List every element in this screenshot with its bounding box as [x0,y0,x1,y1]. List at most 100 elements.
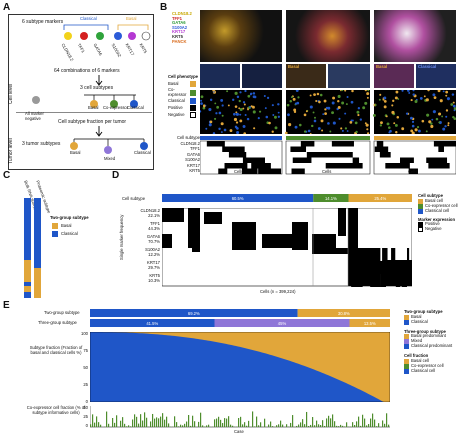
cell-dot [338,117,341,120]
heat-cell [376,141,384,147]
cell-dot [325,106,329,110]
cell-dot [316,92,320,96]
cell-dot [236,95,240,99]
positive-block [380,274,385,287]
coexpressor-bar [242,424,244,427]
cell-dot [383,99,387,103]
marker-frequency-label: S100A2 12.2% [145,247,160,257]
coexpressor-bar [130,426,132,427]
legend-swatch [418,203,423,209]
heat-cell [433,141,456,147]
marker-label: S100A2 [172,24,188,30]
cell-dot [220,98,224,102]
subtype-strip [374,136,456,140]
cell-dot [200,102,203,105]
legend-label: Basal [61,222,72,228]
cell-dot [252,110,256,114]
coexpressor-bar [296,425,298,427]
cell-dot [323,99,327,103]
panel-d-legend: Cell subtype Basal cell Co-expressor cel… [418,193,472,233]
cell-dot [392,99,395,102]
coexpressor-bar [326,418,328,427]
cell-dot [408,91,411,94]
cell-dot [385,115,388,118]
cell-dot [309,94,312,97]
cell-dot [447,124,450,127]
legend-swatch [52,223,58,229]
heat-cell [331,141,354,147]
coexpressor-bar [366,425,368,427]
coexpressor-bar [368,423,370,427]
cell-dot [379,93,382,96]
fraction-per-tumor-label: Cell subtype fraction per tumor [58,119,127,125]
coexpressor-bar [144,412,146,427]
cell-dot [223,128,227,132]
cell-dot [318,100,321,104]
tumor-type-label: Basal [70,150,81,155]
cell-dot [366,128,369,131]
coexpressor-bar [100,424,102,427]
cells-axis-label: Cells [408,169,418,174]
y-tick-label: 100 [81,331,88,336]
cell-dot [414,128,418,132]
coexpressor-bar [330,418,332,427]
coexpressor-bar [200,412,202,427]
cell-dot [396,115,400,119]
legend-swatch [404,358,409,364]
cell-dot [200,110,202,113]
segment-label: 69.2% [188,311,200,316]
cell-dot [293,108,297,112]
legend-swatch [404,344,409,350]
cell-dot [226,90,229,93]
coexpressor-bar [378,423,380,427]
cell-dot [235,112,239,116]
coexpressor-bar [142,420,144,427]
positive-block [357,261,361,274]
cell-dot [450,103,454,106]
cell-dot [234,105,238,108]
heat-cell [408,168,418,174]
cell-dot [298,123,302,127]
positive-block [188,208,200,248]
coexpressor-bar [270,421,272,427]
subtype-fraction-ticks: 100 75 50 25 0 [78,331,88,403]
cell-dot [409,116,413,120]
cell-dot [423,95,426,98]
cell-dot [277,111,280,114]
cell-dot [288,123,292,127]
coexpressor-bar [168,423,170,427]
legend-label: Negative [425,226,442,232]
marker-frequency-label: CLDN18.2 22.1% [140,208,160,218]
positive-block [410,261,412,274]
cell-dot [345,103,348,105]
coexpressor-bar [180,424,182,427]
cell-dot [452,101,455,104]
panel-label-d: D [112,170,120,181]
tumor-type-label: Classical [134,150,151,155]
legend-title: Three-group subtype [404,328,446,334]
cell-dot [287,113,290,117]
cell-dot [200,99,203,102]
cell-dot [344,90,347,92]
cell-dot [425,130,428,133]
cell-dot [234,91,238,95]
coexpressor-bar [154,418,156,427]
panel-label-e: E [3,300,10,311]
cell-dot [391,110,395,115]
cell-dot [317,127,321,130]
coexpressor-bar [342,425,344,427]
segment-label: 45% [278,321,287,326]
coexpressor-bar [258,425,260,427]
legend-label: Basal [411,313,422,319]
legend-swatch [404,334,409,340]
coexpressor-bar [126,426,128,427]
cell-dot [364,122,367,125]
marker-label: CLDN18.2 [172,11,192,16]
cell-dot [401,90,404,92]
cell-dot [382,98,385,101]
bar-segment [90,309,298,317]
cell-dot [386,122,390,126]
positive-block [348,208,358,286]
marker-label: KRT5 [172,34,183,40]
cell-dot [412,90,415,92]
